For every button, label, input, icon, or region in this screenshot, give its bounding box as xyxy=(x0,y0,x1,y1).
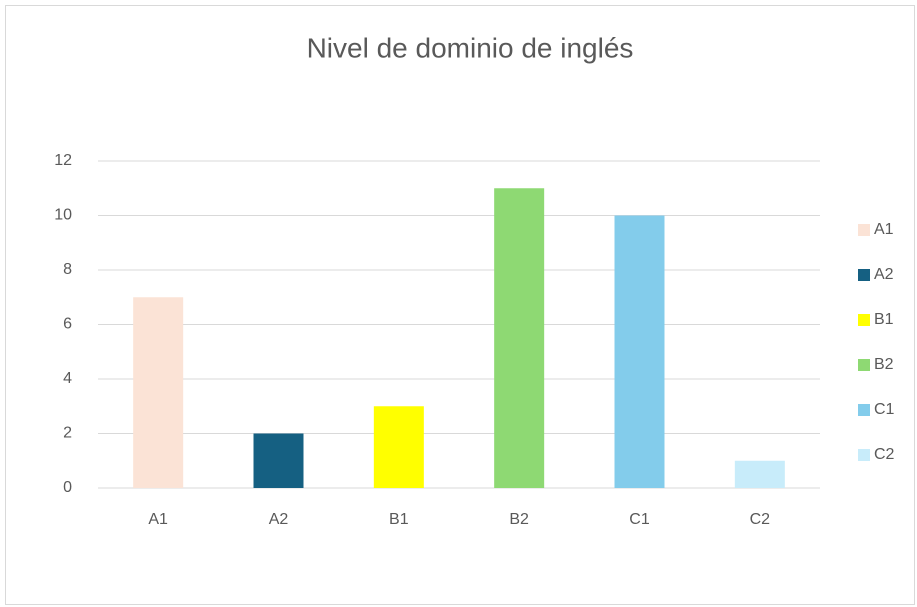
legend-swatch xyxy=(858,224,870,236)
y-tick-label: 2 xyxy=(63,425,72,442)
x-tick-label: A2 xyxy=(269,511,289,528)
x-tick-label: B2 xyxy=(509,511,529,528)
legend-label: B1 xyxy=(874,311,894,328)
chart-title: Nivel de dominio de inglés xyxy=(307,32,634,63)
bar xyxy=(133,297,184,488)
x-tick-label: A1 xyxy=(148,511,168,528)
x-tick-label: C2 xyxy=(750,511,771,528)
legend-swatch xyxy=(858,314,870,326)
legend-swatch xyxy=(858,449,870,461)
legend-swatch xyxy=(858,269,870,281)
bar xyxy=(614,215,665,488)
y-tick-label: 6 xyxy=(63,316,72,333)
bar xyxy=(253,433,304,488)
y-tick-label: 4 xyxy=(63,370,72,387)
bar xyxy=(494,188,545,488)
x-tick-label: B1 xyxy=(389,511,409,528)
legend-label: B2 xyxy=(874,356,894,373)
bar xyxy=(373,406,424,488)
legend-label: C1 xyxy=(874,401,895,418)
x-tick-label: C1 xyxy=(629,511,650,528)
legend-label: A1 xyxy=(874,221,894,238)
legend-label: A2 xyxy=(874,266,894,283)
y-tick-label: 12 xyxy=(54,152,72,169)
bar xyxy=(734,460,785,488)
legend-label: C2 xyxy=(874,446,895,463)
y-tick-label: 0 xyxy=(63,479,72,496)
legend-swatch xyxy=(858,404,870,416)
y-tick-label: 8 xyxy=(63,261,72,278)
y-tick-label: 10 xyxy=(54,207,72,224)
legend-swatch xyxy=(858,359,870,371)
